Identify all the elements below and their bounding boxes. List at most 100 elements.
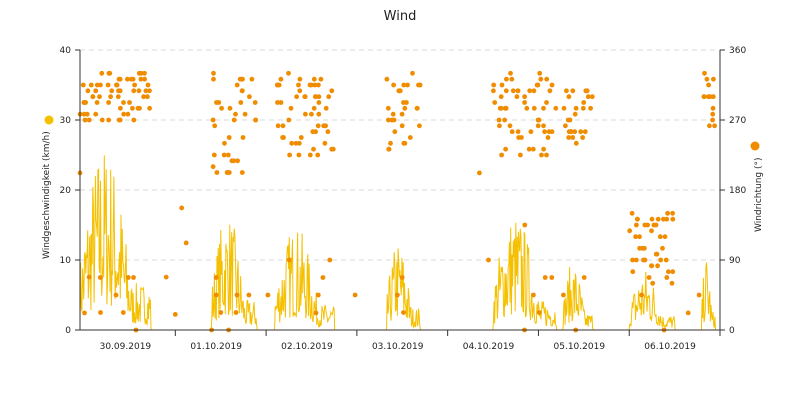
direction-point xyxy=(530,146,536,152)
direction-point xyxy=(392,129,398,135)
direction-point xyxy=(646,275,652,280)
direction-point xyxy=(391,117,397,123)
direction-point xyxy=(634,222,639,228)
direction-point xyxy=(515,129,521,135)
direction-point xyxy=(696,292,702,298)
direction-point xyxy=(82,117,88,123)
direction-point xyxy=(214,170,220,175)
direction-legend-marker xyxy=(750,141,760,151)
direction-point xyxy=(214,100,219,105)
direction-point xyxy=(142,70,147,76)
right-axis-ticks: 0 90 180 270 360 xyxy=(720,46,746,336)
direction-point xyxy=(275,123,281,129)
direction-point xyxy=(316,100,322,105)
direction-point xyxy=(651,222,657,228)
direction-point xyxy=(581,100,587,105)
left-axis-title: Windgeschwindigkeit (km/h) xyxy=(42,131,52,259)
direction-point xyxy=(536,117,542,123)
direction-point xyxy=(293,140,299,146)
direction-point xyxy=(83,100,88,105)
direction-point xyxy=(565,117,571,123)
direction-point xyxy=(670,269,676,275)
direction-point xyxy=(221,152,227,158)
direction-point xyxy=(573,140,579,146)
direction-point xyxy=(321,123,326,129)
direction-point xyxy=(275,82,280,88)
direction-point xyxy=(518,152,523,158)
direction-point xyxy=(536,310,542,315)
direction-point xyxy=(401,82,407,88)
direction-point xyxy=(531,105,537,111)
direction-point xyxy=(497,105,503,111)
direction-point xyxy=(664,275,670,280)
direction-point xyxy=(322,140,328,146)
direction-point xyxy=(113,292,119,298)
direction-point xyxy=(572,111,578,117)
direction-point xyxy=(131,117,137,123)
left-tick-label: 10 xyxy=(60,256,72,266)
direction-point xyxy=(401,310,406,315)
direction-point xyxy=(141,94,147,100)
direction-point xyxy=(106,117,111,123)
right-tick-label: 180 xyxy=(729,186,746,196)
direction-point xyxy=(239,76,245,82)
direction-point xyxy=(503,88,509,94)
direction-point xyxy=(633,234,638,240)
x-axis-ticks: 30.09.2019 01.10.2019 02.10.2019 03.10.2019… xyxy=(100,330,721,352)
x-tick-label: 30.09.2019 xyxy=(100,342,152,352)
direction-point xyxy=(549,82,555,88)
direction-point xyxy=(352,292,358,298)
speed-series xyxy=(79,155,720,331)
direction-point xyxy=(246,292,252,298)
direction-point xyxy=(127,100,132,105)
direction-point xyxy=(316,111,322,117)
direction-point xyxy=(407,135,413,140)
direction-point xyxy=(524,105,530,111)
direction-point xyxy=(315,152,321,158)
direction-point xyxy=(685,310,691,316)
direction-point xyxy=(503,146,508,152)
direction-point xyxy=(280,123,286,129)
direction-point xyxy=(542,275,548,280)
direction-point xyxy=(541,105,546,111)
direction-point xyxy=(496,117,502,123)
direction-point xyxy=(297,88,303,94)
direction-point xyxy=(106,70,112,76)
direction-point xyxy=(327,257,333,263)
direction-point xyxy=(637,234,642,240)
direction-point xyxy=(316,94,322,100)
direction-point xyxy=(226,135,232,140)
direction-point xyxy=(130,76,136,82)
direction-point xyxy=(549,275,555,280)
direction-point xyxy=(233,111,238,117)
direction-point xyxy=(311,146,316,152)
direction-point xyxy=(93,111,99,117)
direction-point xyxy=(249,76,255,82)
direction-point xyxy=(702,70,707,76)
direction-point xyxy=(114,82,120,88)
direction-point xyxy=(90,94,96,100)
direction-point xyxy=(307,152,313,158)
direction-point xyxy=(313,94,318,100)
direction-point xyxy=(231,117,237,123)
direction-point xyxy=(522,100,527,105)
direction-point xyxy=(402,105,408,111)
direction-point xyxy=(515,88,521,94)
direction-point xyxy=(666,269,671,275)
direction-point xyxy=(670,216,676,222)
direction-point xyxy=(125,275,131,280)
direction-point xyxy=(547,88,553,94)
direction-point xyxy=(661,216,666,222)
direction-point xyxy=(252,100,258,105)
direction-point xyxy=(82,310,87,316)
direction-point xyxy=(125,111,131,117)
direction-point xyxy=(240,135,246,140)
direction-point xyxy=(630,257,635,263)
direction-point xyxy=(654,251,660,257)
direction-point xyxy=(538,76,544,82)
direction-series xyxy=(77,70,717,333)
direction-point xyxy=(710,105,716,111)
direction-point xyxy=(179,205,185,211)
direction-point xyxy=(136,70,142,76)
x-tick-label: 01.10.2019 xyxy=(190,342,242,352)
